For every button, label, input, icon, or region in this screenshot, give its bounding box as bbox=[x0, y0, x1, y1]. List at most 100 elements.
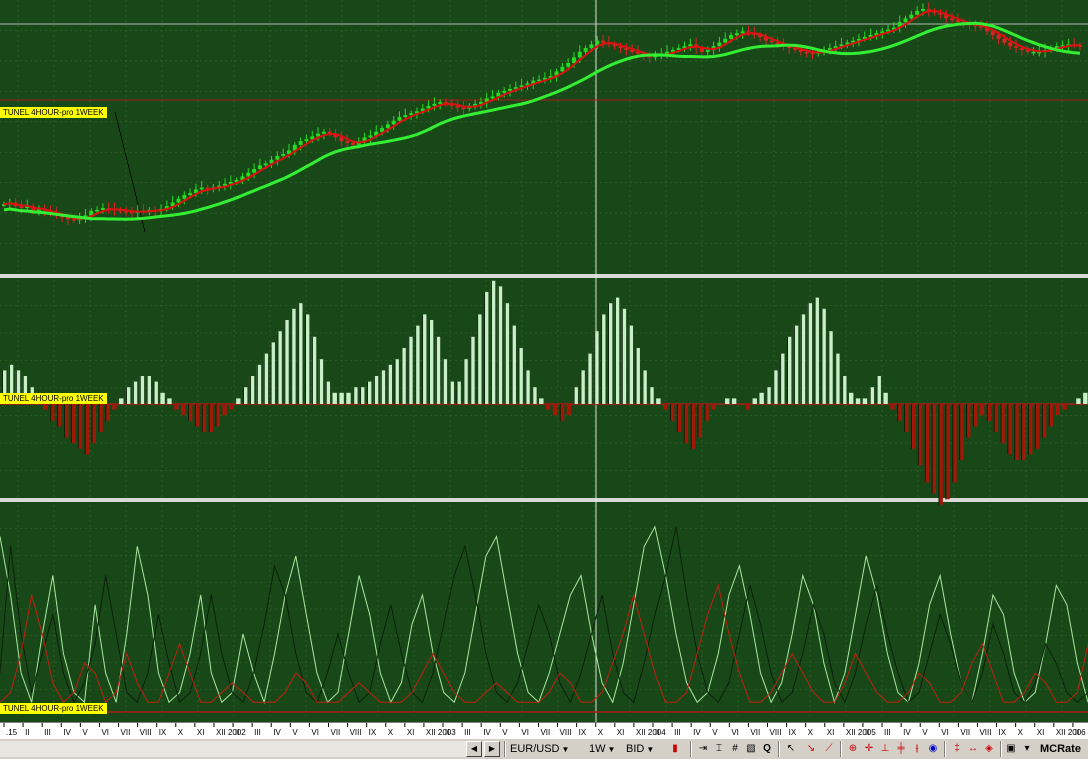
histogram-bar-edge bbox=[456, 381, 458, 404]
scroll-left-button[interactable]: ◀ bbox=[466, 741, 482, 757]
candle-body bbox=[95, 209, 100, 212]
candle-body bbox=[234, 180, 239, 183]
candle-body bbox=[432, 103, 437, 106]
candle-body bbox=[65, 217, 70, 220]
time-axis-label: IX bbox=[999, 728, 1007, 737]
time-axis-label: XI bbox=[1037, 728, 1045, 737]
histogram-bar bbox=[842, 376, 847, 404]
grid-icon[interactable]: # bbox=[732, 743, 738, 754]
zoom-icon[interactable]: ⊕ bbox=[848, 743, 858, 754]
hline-icon[interactable]: ⊥ bbox=[880, 743, 890, 754]
candle-body bbox=[635, 51, 640, 54]
candle-body bbox=[502, 90, 507, 93]
template-icon[interactable]: ▣ bbox=[1006, 743, 1016, 754]
price-type-dropdown[interactable]: BID ▼ bbox=[626, 741, 654, 757]
bars-icon[interactable]: ‡ bbox=[954, 743, 960, 754]
histogram-bar bbox=[311, 336, 317, 404]
histogram-bar bbox=[904, 404, 909, 432]
histogram-bar-edge bbox=[917, 404, 919, 466]
candle-body bbox=[589, 44, 594, 49]
candle-body bbox=[723, 38, 728, 43]
candle-body bbox=[478, 102, 483, 104]
time-axis-label: VI bbox=[941, 728, 949, 737]
vline-icon[interactable]: ╪ bbox=[897, 743, 905, 754]
histogram-bar-edge bbox=[972, 404, 974, 427]
histogram-bar-edge bbox=[70, 404, 72, 444]
trend-tool-icon[interactable]: ⟋ bbox=[825, 743, 833, 754]
histogram-bar-edge bbox=[773, 370, 775, 404]
histogram-bar bbox=[43, 404, 48, 410]
histogram-bar-edge bbox=[766, 387, 768, 404]
cursor-icon[interactable]: ⌶ bbox=[716, 743, 722, 754]
candle-body bbox=[827, 48, 832, 50]
histogram-bar-edge bbox=[580, 370, 582, 404]
candle-body bbox=[618, 46, 623, 49]
histogram-bar bbox=[573, 387, 578, 404]
time-axis-label: VIII bbox=[770, 728, 782, 737]
histogram-bar bbox=[105, 404, 110, 421]
fit-icon[interactable]: ⇥ bbox=[698, 743, 708, 754]
candle-body bbox=[397, 116, 402, 121]
shift-icon[interactable]: ↔ bbox=[968, 743, 978, 754]
histogram-bar bbox=[2, 370, 7, 404]
candle-body bbox=[240, 176, 245, 181]
candle-body bbox=[763, 36, 768, 41]
chart-area[interactable]: TUNEL 4HOUR-pro 1WEEK TUNEL 4HOUR-pro 1W… bbox=[0, 0, 1088, 722]
histogram-bar bbox=[373, 376, 379, 404]
histogram-bar-edge bbox=[153, 381, 155, 404]
histogram-bar-edge bbox=[959, 404, 961, 460]
histogram-bar bbox=[449, 381, 454, 404]
time-axis-label: VII bbox=[750, 728, 760, 737]
pointer-icon[interactable]: ↖ bbox=[786, 743, 796, 754]
horizontal-scrollbar[interactable] bbox=[0, 741, 484, 757]
histogram-bar bbox=[291, 308, 296, 404]
arrow-tool-icon[interactable]: ↘ bbox=[806, 743, 816, 754]
candle-body bbox=[1008, 42, 1013, 47]
histogram-bar-edge bbox=[2, 370, 3, 404]
histogram-bar-edge bbox=[194, 404, 196, 427]
crosshair-icon[interactable]: ✛ bbox=[864, 743, 874, 754]
histogram-bar-edge bbox=[304, 314, 306, 404]
time-axis-label: XI bbox=[617, 728, 625, 737]
candle-body bbox=[182, 195, 187, 199]
scroll-right-button[interactable]: ▶ bbox=[484, 741, 500, 757]
candle-body bbox=[281, 154, 286, 156]
histogram-bar-edge bbox=[931, 404, 933, 494]
ma-fast-line bbox=[3, 9, 1080, 220]
histogram-bar bbox=[463, 359, 468, 404]
histogram-bar bbox=[539, 398, 544, 404]
histogram-bar-edge bbox=[401, 348, 403, 404]
time-axis-label: III bbox=[674, 728, 681, 737]
histogram-bar bbox=[587, 353, 592, 404]
histogram-bar-edge bbox=[966, 404, 968, 438]
histogram-bar-edge bbox=[284, 320, 286, 404]
candle-body bbox=[566, 62, 571, 67]
histogram-bar-edge bbox=[22, 376, 24, 404]
fib-icon[interactable]: ⫲ bbox=[915, 743, 919, 754]
histogram-bar bbox=[187, 404, 193, 421]
candle-body bbox=[164, 206, 169, 209]
time-axis-label: IV bbox=[273, 728, 281, 737]
hatch-icon[interactable]: ▧ bbox=[746, 743, 756, 754]
candle-body bbox=[508, 89, 513, 91]
histogram-bar-edge bbox=[897, 404, 899, 421]
histogram-bar-edge bbox=[91, 404, 93, 444]
time-axis-label: III bbox=[44, 728, 51, 737]
globe-icon[interactable]: ◉ bbox=[928, 743, 938, 754]
histogram-bar bbox=[897, 404, 902, 421]
candle-body bbox=[257, 165, 262, 169]
layout-icon[interactable]: ▾ bbox=[1024, 743, 1030, 754]
histogram-bar-edge bbox=[573, 387, 575, 404]
candle-type-icon[interactable]: ▮ bbox=[672, 743, 678, 754]
histogram-bar bbox=[525, 370, 530, 404]
timeframe-dropdown[interactable]: 1W ▼ bbox=[589, 741, 615, 757]
candle-body bbox=[2, 204, 6, 206]
query-icon[interactable]: Q bbox=[763, 743, 771, 754]
target-icon[interactable]: ◈ bbox=[985, 743, 993, 754]
symbol-dropdown[interactable]: EUR/USD ▼ bbox=[510, 741, 569, 757]
histogram-bar-edge bbox=[649, 387, 651, 404]
candle-body bbox=[577, 51, 582, 58]
candle-body bbox=[787, 46, 792, 49]
candle-body bbox=[455, 105, 460, 108]
histogram-bar bbox=[669, 404, 675, 421]
